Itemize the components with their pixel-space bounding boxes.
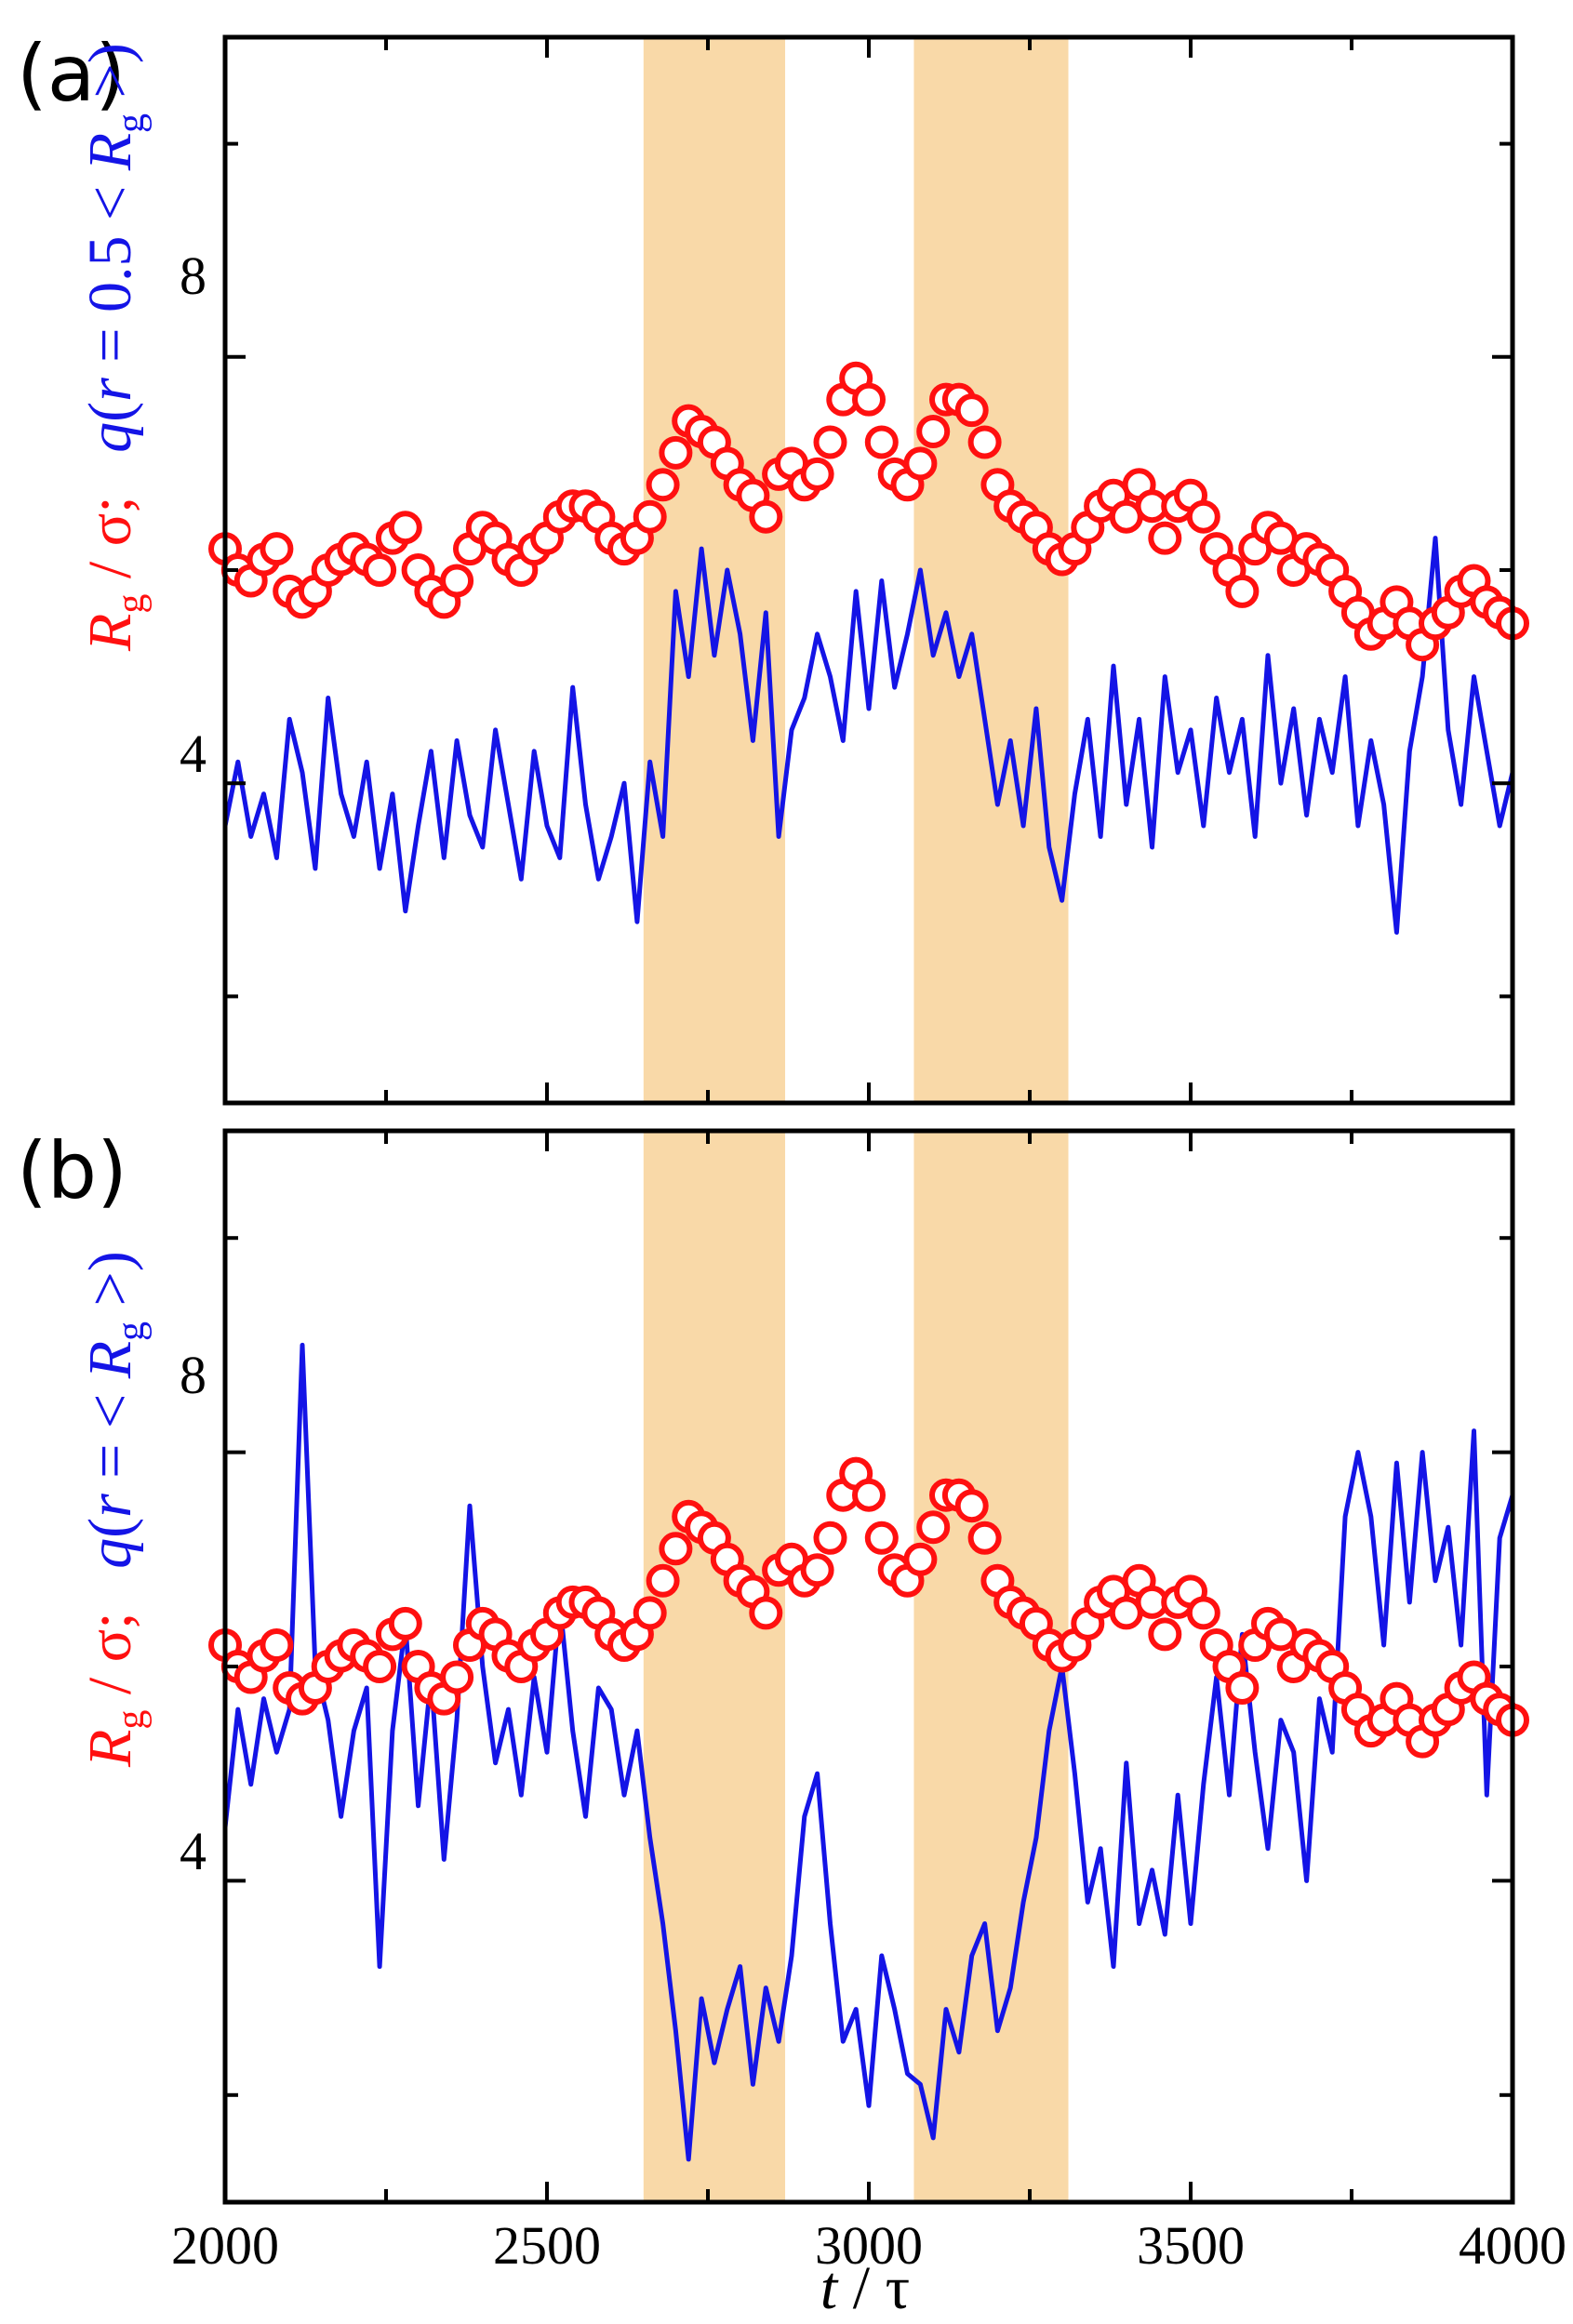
rg-point <box>749 1596 783 1630</box>
rg-point <box>967 1521 1002 1555</box>
rg-point <box>903 446 938 481</box>
panel-a-ytick-8: 8 <box>180 246 207 306</box>
rg-point <box>852 1478 886 1512</box>
panel-a-ylabel: Rg / σ; q(r = 0.5 < Rg >) <box>76 43 153 652</box>
rg-point <box>852 382 886 417</box>
rg-point <box>1148 1617 1182 1652</box>
panel-b-ylabel: Rg / σ; q(r = < Rg >) <box>76 1251 153 1768</box>
x-axis-title: t / τ <box>820 2254 910 2322</box>
rg-point <box>954 1489 989 1523</box>
rg-point <box>363 553 397 587</box>
panel-a-ticks <box>223 37 1514 1103</box>
panel-a-rg-series <box>208 361 1529 662</box>
x-tick-label-3000: 3000 <box>815 2215 923 2276</box>
rg-point <box>800 457 834 491</box>
highlight-band-2 <box>913 37 1069 1103</box>
highlight-band-1 <box>643 37 786 1103</box>
highlight-band-1 <box>643 1131 786 2202</box>
svg-text:Rg / σ; q(r = < Rg >): Rg / σ; q(r = < Rg >) <box>76 1251 153 1768</box>
rg-point <box>800 1553 834 1587</box>
panel-a: (a) 8 4 Rg / σ; q(r = 0.5 < Rg >) <box>17 28 1529 1106</box>
rg-point <box>388 511 422 545</box>
rg-point <box>916 415 951 448</box>
panel-a-q-series <box>222 536 1515 936</box>
rg-point <box>260 532 294 566</box>
panel-a-label: (a) <box>17 28 126 119</box>
rg-point <box>967 425 1002 459</box>
rg-point <box>1148 521 1182 555</box>
panel-a-highlight-bands <box>643 37 1069 1103</box>
panel-b-rg-series <box>208 1456 1529 1759</box>
panel-b-q-series <box>222 1342 1515 2162</box>
rg-point <box>659 1532 693 1566</box>
panel-b: (b) 8 4 Rg / σ; q(r = < Rg >) 2000 2500 30… <box>17 1125 1566 2322</box>
rg-point <box>659 435 693 470</box>
rg-point <box>1186 499 1220 534</box>
panel-b-highlight-bands <box>643 1131 1069 2202</box>
x-tick-label-2500: 2500 <box>493 2215 601 2276</box>
x-tick-label-2000: 2000 <box>171 2215 279 2276</box>
rg-point <box>388 1606 422 1640</box>
rg-point <box>363 1650 397 1683</box>
panel-b-ytick-8: 8 <box>180 1345 207 1405</box>
rg-point <box>646 1563 680 1598</box>
rg-point <box>749 499 783 534</box>
x-tick-label-3500: 3500 <box>1137 2215 1245 2276</box>
rg-point <box>1225 1671 1260 1705</box>
rg-point <box>864 425 899 459</box>
panel-b-xtick-labels: 2000 2500 3000 3500 4000 <box>171 2215 1566 2276</box>
rg-point <box>903 1542 938 1576</box>
rg-point <box>954 393 989 428</box>
rg-point <box>633 1596 667 1630</box>
rg-point <box>813 1521 847 1555</box>
rg-point <box>260 1628 294 1662</box>
rg-point <box>633 499 667 534</box>
rg-point <box>646 468 680 502</box>
highlight-band-2 <box>913 1131 1069 2202</box>
rg-point <box>440 1660 474 1694</box>
panel-b-ytick-4: 4 <box>180 1821 207 1881</box>
rg-point <box>916 1510 951 1545</box>
rg-point <box>813 425 847 459</box>
panel-a-ytick-4: 4 <box>180 724 207 784</box>
rg-point <box>864 1521 899 1555</box>
rg-point <box>440 564 474 598</box>
x-tick-label-4000: 4000 <box>1459 2215 1566 2276</box>
panel-b-ticks <box>223 1131 1514 2202</box>
rg-point <box>1225 574 1260 608</box>
rg-point <box>1186 1596 1220 1630</box>
svg-text:Rg / σ; q(r = 0.5 < Rg: Rg / σ; q(r = 0.5 < Rg >) <box>76 43 153 652</box>
q-series-line <box>222 536 1515 936</box>
q-series-line <box>222 1342 1515 2162</box>
panel-b-label: (b) <box>17 1125 127 1216</box>
